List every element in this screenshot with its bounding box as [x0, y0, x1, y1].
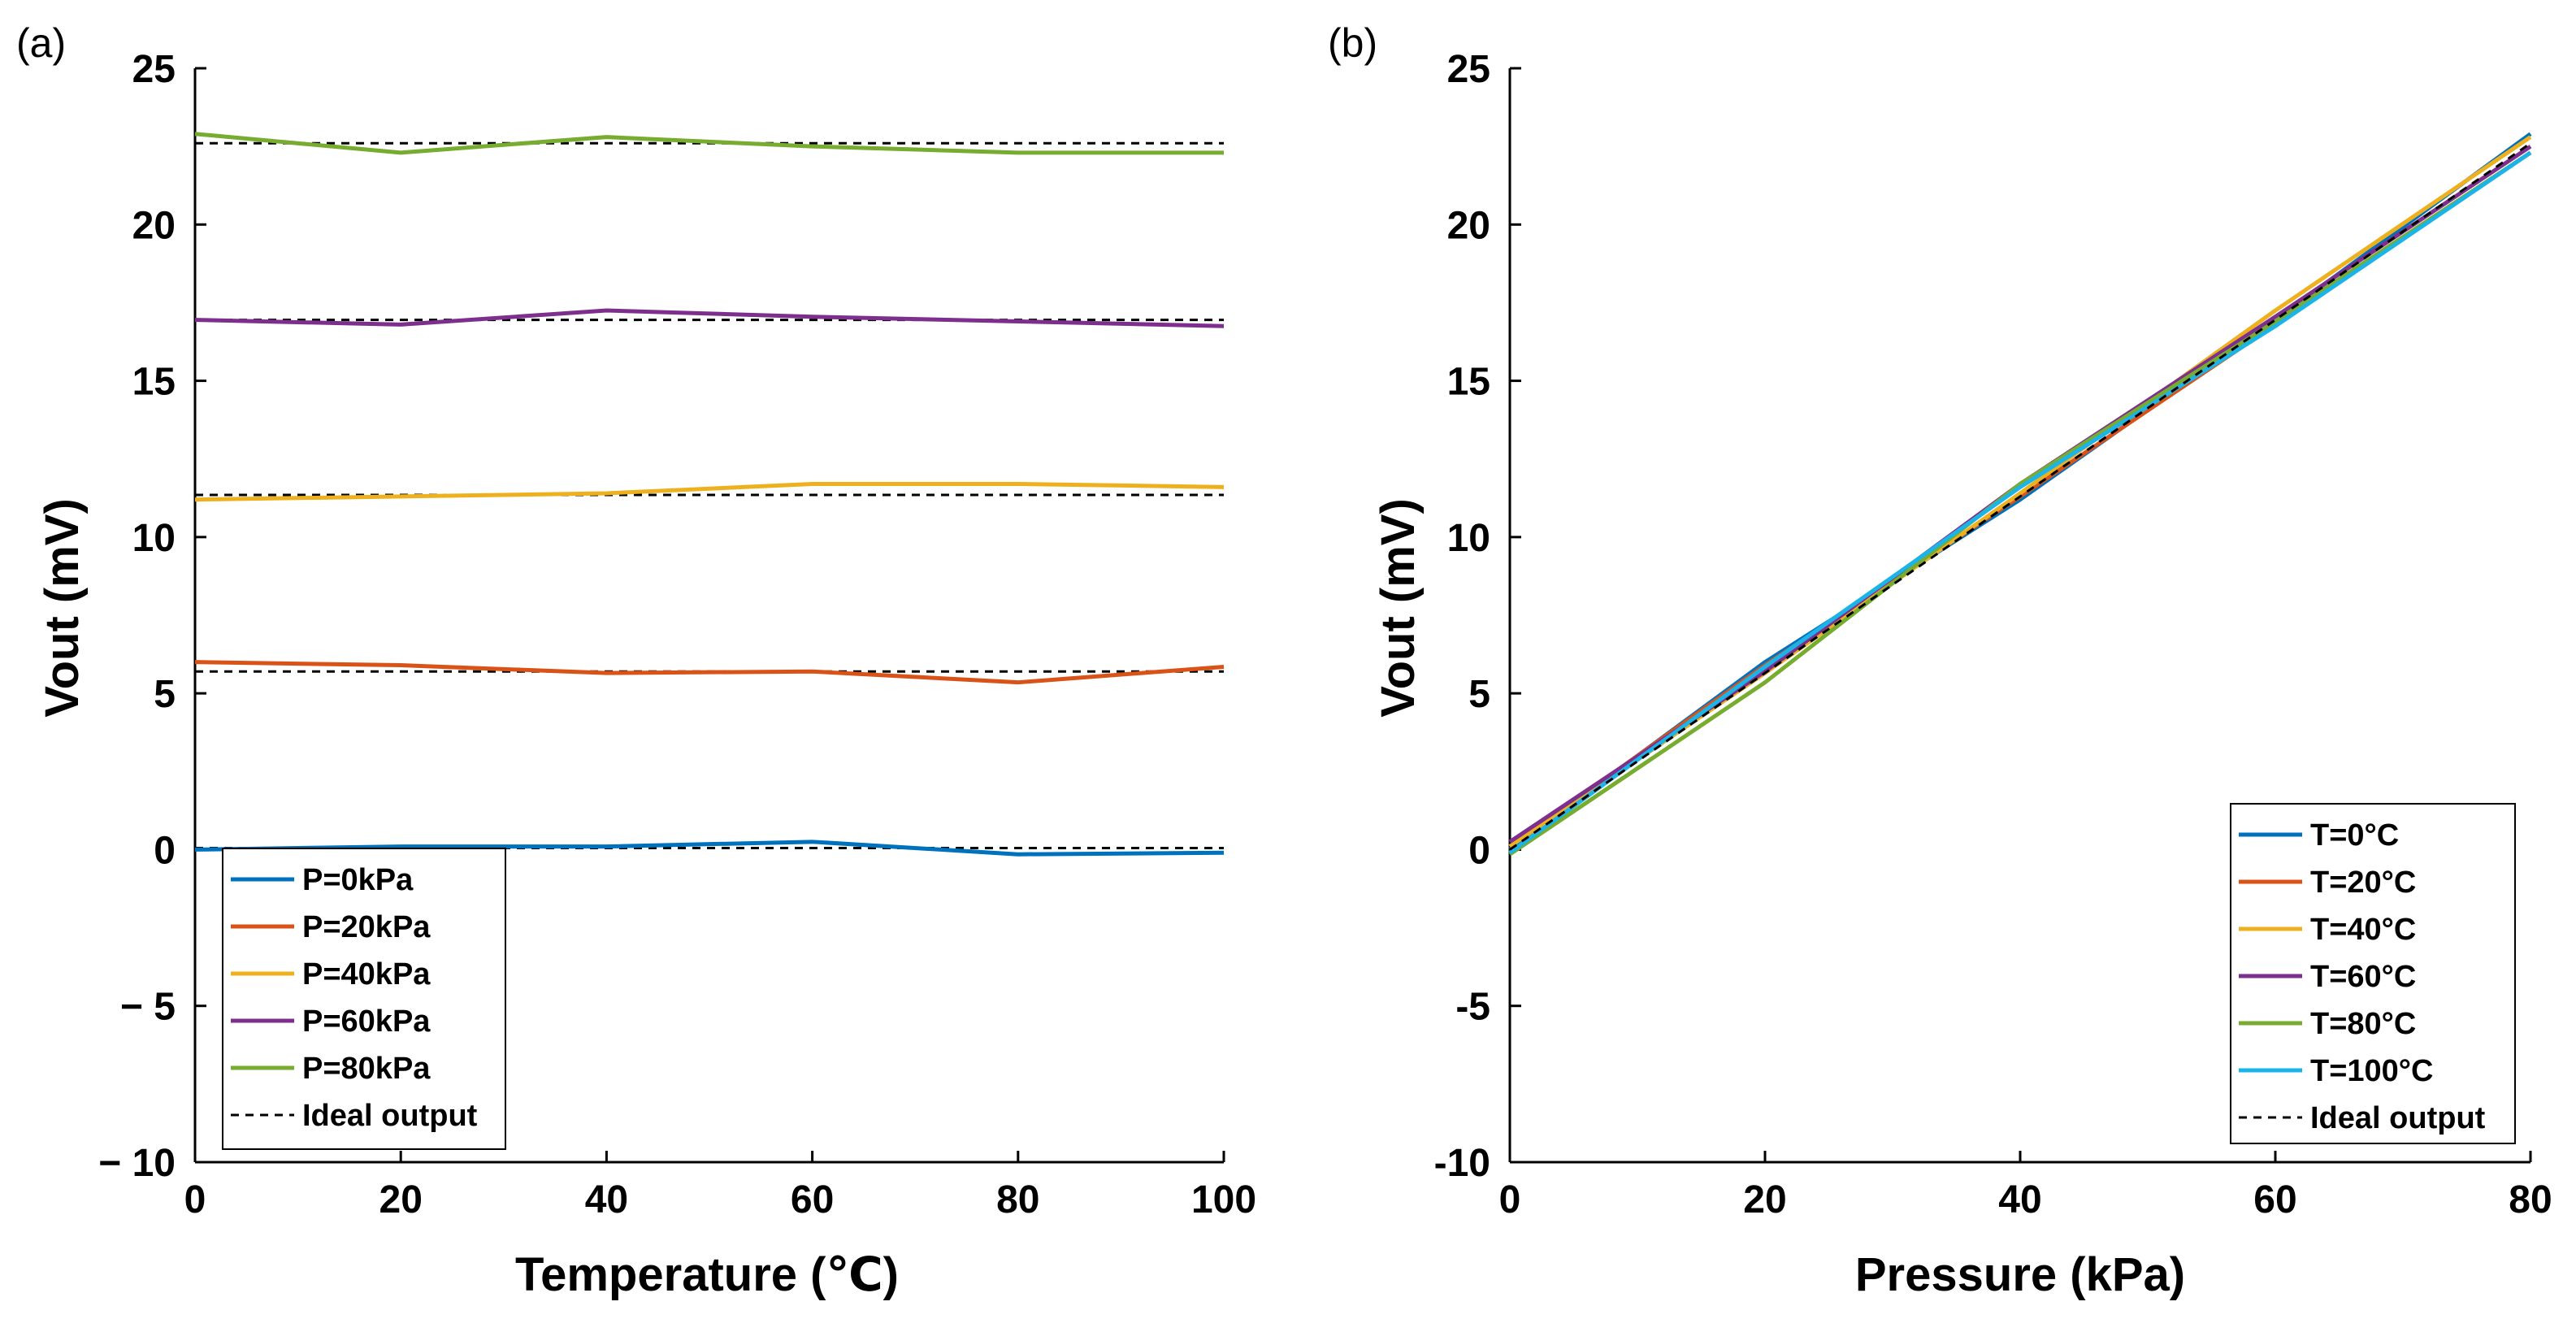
legend-label: P=20kPa	[302, 910, 431, 944]
x-tick-label: 80	[996, 1178, 1039, 1221]
y-tick-label: 15	[1447, 361, 1490, 404]
legend-box-b	[2230, 803, 2516, 1144]
y-tick-label: 5	[154, 673, 176, 716]
x-tick-label: 0	[1499, 1178, 1521, 1221]
legend-label: Ideal output	[302, 1099, 478, 1133]
y-tick-label: 0	[154, 829, 176, 872]
legend-label: T=20°C	[2310, 866, 2416, 900]
legend-label: T=80°C	[2310, 1007, 2416, 1041]
legend-box-a	[222, 848, 506, 1150]
x-tick-label: 40	[1998, 1178, 2041, 1221]
y-tick-label: 10	[132, 517, 176, 560]
y-tick-labels-a: − 10 − 5 0 5 10 15 20 25	[98, 48, 176, 1185]
series-line	[194, 840, 1225, 857]
ideal-output-line	[1509, 142, 2531, 851]
x-tick-label: 20	[379, 1178, 423, 1221]
y-tick-label: 25	[132, 48, 176, 91]
y-tick-label: -5	[1455, 986, 1490, 1029]
x-tick-label: 80	[2509, 1178, 2552, 1221]
chart-panel-a: (a) 0 20 40 60 80 100 − 10 − 5 0 5 10 15 20 25 Tempe…	[16, 20, 1256, 1301]
series-line	[1508, 150, 2532, 855]
ideal-lines-b	[1509, 142, 2531, 851]
legend-label: P=40kPa	[302, 957, 431, 991]
y-tick-labels-b: -10 -5 0 5 10 15 20 25	[1434, 48, 1490, 1185]
y-tick-label: 20	[1447, 204, 1490, 247]
legend-label: T=40°C	[2310, 913, 2416, 947]
legend-label: T=60°C	[2310, 960, 2416, 994]
x-tick-labels-b: 0 20 40 60 80	[1499, 1178, 2552, 1221]
y-tick-label: 20	[132, 204, 176, 247]
series-line	[194, 660, 1225, 685]
chart-panel-b: (b) 0 20 40 60 80 -10 -5 0 5 10 15 20 25 Pressure (…	[1328, 20, 2552, 1301]
x-tick-labels-a: 0 20 40 60 80 100	[184, 1178, 1256, 1221]
series-lines-b	[1508, 132, 2532, 857]
legend-label: P=80kPa	[302, 1052, 431, 1086]
y-tick-label: − 10	[98, 1142, 176, 1185]
legend-label: P=60kPa	[302, 1004, 431, 1039]
y-tick-label: − 5	[120, 986, 176, 1029]
x-tick-label: 60	[2253, 1178, 2296, 1221]
series-line	[194, 308, 1225, 328]
y-axis-label-b: Vout (mV)	[1372, 498, 1425, 718]
x-tick-label: 0	[184, 1178, 206, 1221]
y-tick-label: 0	[1468, 829, 1490, 872]
x-tick-label: 60	[791, 1178, 834, 1221]
axes-a	[193, 67, 1225, 1164]
x-axis-label-b: Pressure (kPa)	[1855, 1248, 2185, 1301]
y-tick-label: 25	[1447, 48, 1490, 91]
y-tick-label: 10	[1447, 517, 1490, 560]
y-axis-label-a: Vout (mV)	[36, 498, 89, 718]
legend-label: T=100°C	[2310, 1054, 2433, 1088]
panel-label-a: (a)	[16, 20, 66, 66]
y-tick-label: 15	[132, 361, 176, 404]
series-line	[194, 132, 1224, 155]
x-tick-label: 20	[1743, 1178, 1786, 1221]
y-tick-label: -10	[1434, 1142, 1490, 1185]
x-tick-label: 100	[1191, 1178, 1256, 1221]
series-line	[1508, 150, 2532, 857]
series-line	[194, 481, 1225, 502]
legend-label: P=0kPa	[302, 863, 414, 897]
panel-label-b: (b)	[1328, 20, 1377, 66]
legend-label: T=0°C	[2310, 818, 2399, 853]
legend-b: T=0°C T=20°C T=40°C T=60°C T=80°C T=100°C Idea…	[2230, 803, 2516, 1144]
x-axis-label-a: Temperature (℃)	[515, 1248, 899, 1301]
axes-b	[1508, 67, 2532, 1164]
x-tick-label: 40	[585, 1178, 628, 1221]
legend-a: P=0kPa P=20kPa P=40kPa P=60kPa P=80kPa Ideal …	[222, 848, 506, 1150]
y-tick-label: 5	[1468, 673, 1490, 716]
legend-label: Ideal output	[2310, 1101, 2486, 1135]
series-lines-a	[194, 132, 1225, 857]
